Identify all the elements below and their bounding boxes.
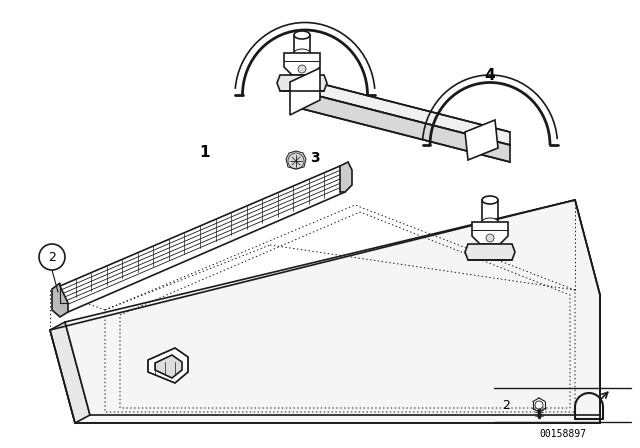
- Polygon shape: [50, 200, 600, 423]
- Polygon shape: [52, 283, 68, 317]
- Polygon shape: [290, 68, 320, 115]
- Polygon shape: [295, 90, 510, 162]
- Ellipse shape: [294, 49, 310, 57]
- Polygon shape: [465, 120, 498, 160]
- Circle shape: [39, 244, 65, 270]
- Ellipse shape: [294, 31, 310, 39]
- Ellipse shape: [482, 218, 498, 226]
- Text: 2: 2: [502, 399, 510, 412]
- Polygon shape: [472, 222, 508, 244]
- Polygon shape: [284, 53, 320, 75]
- Polygon shape: [465, 244, 515, 260]
- Polygon shape: [340, 162, 352, 192]
- Polygon shape: [295, 77, 510, 145]
- Polygon shape: [65, 200, 600, 415]
- Circle shape: [486, 234, 494, 242]
- Text: 4: 4: [484, 68, 495, 82]
- Polygon shape: [277, 75, 327, 91]
- Circle shape: [298, 65, 306, 73]
- Polygon shape: [60, 173, 340, 298]
- Text: 1: 1: [200, 145, 211, 159]
- Polygon shape: [148, 348, 188, 383]
- Text: 00158897: 00158897: [539, 429, 586, 439]
- Ellipse shape: [482, 196, 498, 204]
- Polygon shape: [155, 355, 182, 378]
- Polygon shape: [50, 322, 90, 423]
- Circle shape: [535, 401, 543, 409]
- Text: 2: 2: [48, 250, 56, 263]
- Polygon shape: [60, 166, 345, 312]
- Polygon shape: [286, 151, 306, 169]
- Text: 3: 3: [310, 151, 319, 165]
- Polygon shape: [60, 178, 340, 301]
